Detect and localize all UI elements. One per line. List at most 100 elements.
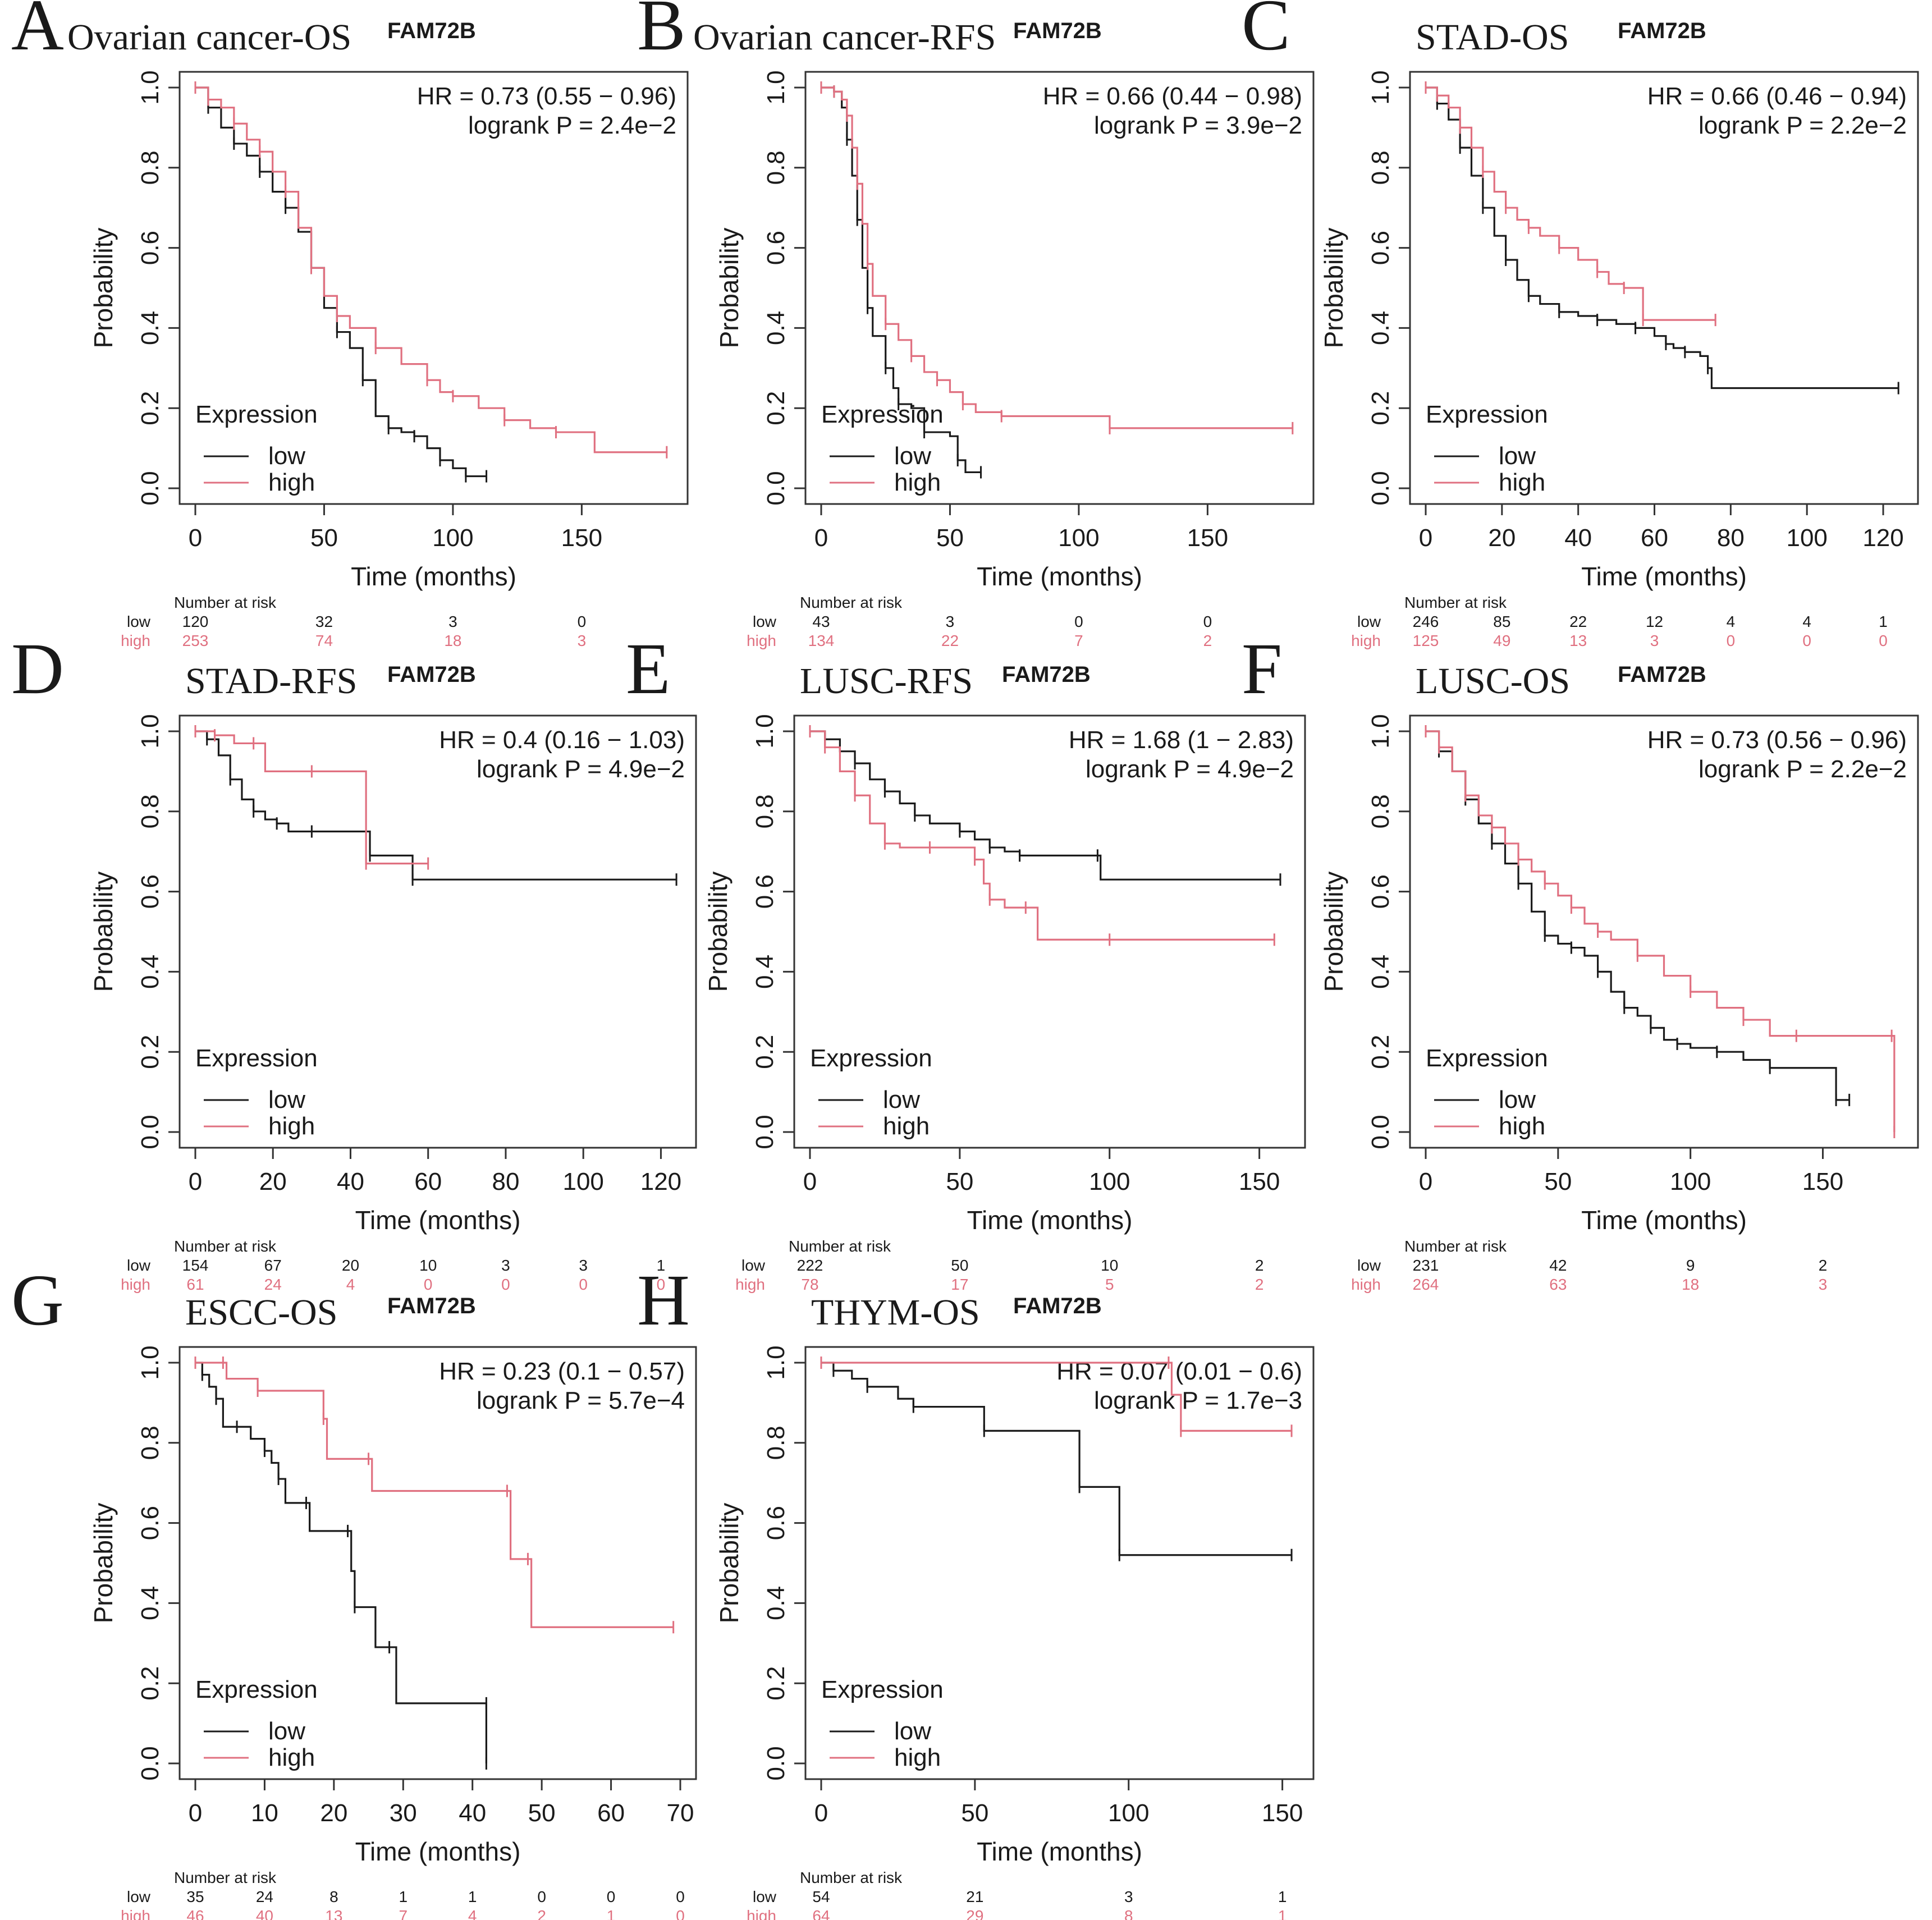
y-axis-label: Probability [1319,228,1348,349]
x-tick-label: 50 [1544,1168,1572,1195]
risk-row-label-high: high [1351,632,1381,649]
risk-count-high: 13 [1569,632,1587,649]
panel-title: STAD-RFS [185,661,357,702]
risk-row-label-low: low [753,613,777,630]
x-tick-label: 150 [1802,1168,1843,1195]
legend-label-high: high [1499,1112,1545,1140]
x-tick-label: 50 [936,524,964,552]
y-tick-label: 0.8 [136,150,164,185]
risk-count-high: 0 [579,1276,588,1293]
hr-annotation: HR = 0.66 (0.46 − 0.94) [1647,83,1907,110]
x-tick-label: 60 [414,1168,442,1195]
legend-title: Expression [810,1044,932,1072]
logrank-annotation: logrank P = 2.4e−2 [468,112,676,139]
risk-table-title: Number at risk [174,594,277,611]
x-tick-label: 120 [640,1168,681,1195]
plot-frame [178,71,689,505]
y-tick-label: 0.8 [762,1426,790,1460]
panel-letter: F [1242,629,1282,709]
panel-letter: C [1242,0,1290,66]
risk-count-low: 12 [1646,613,1663,630]
y-tick-label: 0.0 [136,1746,164,1780]
y-axis-label: Probability [715,228,744,349]
panel-title: ESCC-OS [185,1292,337,1333]
risk-count-low: 1 [657,1257,666,1274]
risk-count-low: 85 [1493,613,1510,630]
x-tick-label: 40 [337,1168,364,1195]
risk-table-title: Number at risk [1404,594,1507,611]
risk-count-low: 246 [1413,613,1439,630]
legend-label-high: high [883,1112,930,1140]
x-axis-label: Time (months) [967,1206,1133,1235]
risk-count-low: 4 [1802,613,1811,630]
plot-frame [178,714,697,1149]
risk-count-high: 18 [444,632,461,649]
hr-annotation: HR = 0.07 (0.01 − 0.6) [1056,1358,1302,1385]
y-tick-label: 0.0 [762,471,790,505]
risk-count-low: 22 [1569,613,1587,630]
x-tick-label: 120 [1862,524,1903,552]
legend-label-high: high [268,1112,315,1140]
risk-count-low: 10 [1101,1257,1118,1274]
risk-count-high: 264 [1413,1276,1439,1293]
risk-table-title: Number at risk [789,1238,891,1255]
legend-title: Expression [821,401,944,428]
y-tick-label: 0.4 [1367,311,1394,345]
x-tick-label: 150 [1187,524,1228,552]
x-tick-label: 0 [189,1168,202,1195]
y-tick-label: 0.8 [751,794,779,828]
x-tick-label: 100 [1670,1168,1711,1195]
logrank-annotation: logrank P = 4.9e−2 [1086,755,1294,783]
risk-count-high: 5 [1105,1276,1114,1293]
risk-count-high: 253 [182,632,209,649]
x-axis-label: Time (months) [977,1837,1142,1866]
risk-count-low: 1 [1879,613,1888,630]
risk-count-low: 1 [1278,1888,1287,1905]
panel-B: B Ovarian cancer-RFS FAM72B 0.0 0.2 0.4 0.6 0.8… [637,0,1315,649]
panel-title: THYM-OS [811,1292,980,1333]
plot-frame [804,71,1315,505]
x-tick-label: 40 [459,1799,486,1827]
logrank-annotation: logrank P = 2.2e−2 [1698,755,1907,783]
risk-count-high: 29 [966,1907,983,1920]
risk-count-low: 4 [1727,613,1736,630]
x-axis-label: Time (months) [1581,1206,1747,1235]
x-tick-label: 0 [189,1799,202,1827]
legend-title: Expression [821,1676,944,1703]
legend-label-low: low [1499,1086,1536,1113]
y-tick-label: 0.8 [136,794,164,828]
legend-title: Expression [1426,1044,1548,1072]
risk-row-label-high: high [735,1276,765,1293]
plot-frame [178,1346,697,1780]
hr-annotation: HR = 0.66 (0.44 − 0.98) [1043,83,1302,110]
risk-row-label-low: low [1357,1257,1381,1274]
risk-count-high: 0 [1802,632,1811,649]
risk-count-high: 1 [1278,1907,1287,1920]
y-tick-label: 0.6 [136,1506,164,1540]
plot-frame [793,714,1306,1149]
panel-G: G ESCC-OS FAM72B 0.0 0.2 0.4 0.6 0.8 1.0 Probabil… [11,1260,697,1920]
y-tick-label: 0.6 [762,231,790,265]
risk-count-high: 7 [399,1907,408,1920]
y-tick-label: 0.8 [1367,794,1394,828]
y-tick-label: 0.6 [136,874,164,909]
risk-count-low: 2 [1255,1257,1264,1274]
risk-count-low: 0 [537,1888,546,1905]
risk-row-label-high: high [747,632,776,649]
risk-table-title: Number at risk [174,1869,277,1886]
gene-label: FAM72B [1618,19,1706,43]
x-axis-label: Time (months) [977,562,1142,591]
x-tick-label: 0 [803,1168,817,1195]
risk-count-high: 2 [1255,1276,1264,1293]
risk-count-low: 24 [256,1888,273,1905]
panel-title: LUSC-RFS [800,661,973,702]
y-axis-label: Probability [89,1503,118,1624]
x-tick-label: 0 [814,1799,828,1827]
risk-count-high: 4 [468,1907,477,1920]
risk-count-high: 3 [1819,1276,1828,1293]
legend-label-high: high [894,469,941,496]
legend-label-high: high [268,469,315,496]
y-tick-label: 0.2 [762,1666,790,1701]
panel-letter: E [626,629,670,709]
x-tick-label: 40 [1564,524,1592,552]
